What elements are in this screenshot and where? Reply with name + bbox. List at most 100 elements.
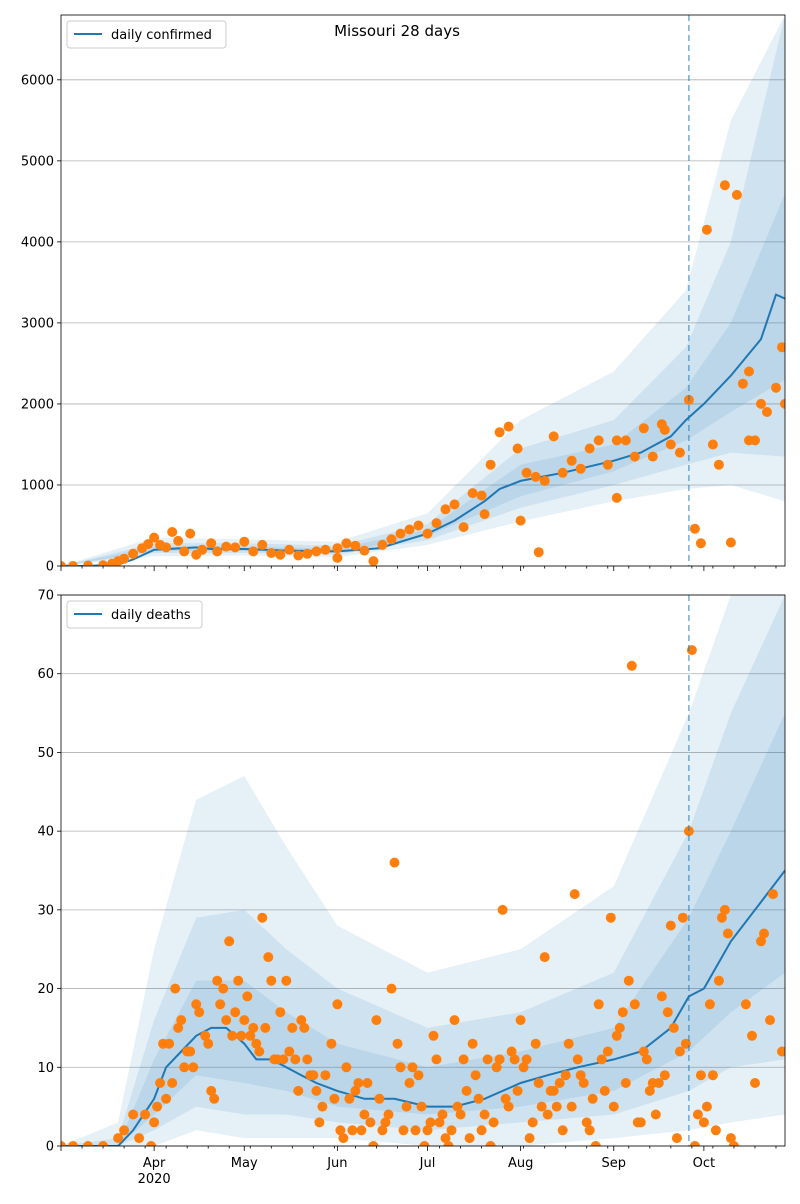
observed-point (756, 398, 766, 409)
observed-point (98, 1141, 109, 1146)
observed-point (401, 1101, 412, 1112)
observed-point (542, 1109, 553, 1120)
observed-point (530, 1038, 541, 1049)
observed-point (395, 1062, 406, 1073)
observed-point (482, 1054, 493, 1065)
confirmed-y-axis: 0 1000 2000 3000 4000 5000 6000 (21, 73, 61, 575)
x-tick-label: Jul (419, 1156, 436, 1171)
observed-point (503, 421, 514, 432)
observed-point (497, 904, 508, 915)
observed-point (359, 545, 370, 556)
observed-point (149, 532, 160, 543)
y-tick-label: 3000 (21, 316, 54, 331)
y-tick-label: 0 (46, 1140, 54, 1155)
observed-point (368, 1141, 379, 1146)
observed-point (584, 1125, 595, 1136)
observed-point (731, 189, 742, 200)
observed-point (455, 1109, 466, 1120)
observed-point (701, 1101, 712, 1112)
y-tick-label: 6000 (21, 73, 54, 88)
observed-point (338, 1133, 349, 1144)
observed-point (560, 1070, 571, 1081)
observed-point (197, 544, 208, 555)
observed-point (506, 1046, 517, 1057)
y-tick-label: 40 (37, 825, 54, 840)
y-tick-label: 1000 (21, 478, 54, 493)
observed-point (227, 1030, 238, 1041)
confirmed-x-ticks (60, 566, 777, 571)
observed-point (179, 1062, 190, 1073)
y-tick-label: 50 (37, 746, 54, 761)
observed-point (167, 1078, 178, 1088)
observed-point (557, 1125, 568, 1136)
observed-point (281, 975, 292, 986)
observed-point (68, 561, 78, 566)
observed-point (701, 224, 712, 235)
observed-point (458, 522, 469, 533)
observed-point (509, 1054, 520, 1065)
observed-point (335, 1125, 346, 1136)
observed-point (566, 1101, 577, 1112)
observed-point (179, 546, 190, 557)
observed-point (83, 1141, 93, 1146)
observed-point (623, 975, 634, 986)
observed-point (284, 1046, 295, 1057)
observed-point (61, 561, 66, 566)
observed-point (605, 912, 616, 923)
observed-point (584, 443, 595, 454)
observed-point (332, 543, 343, 554)
observed-point (485, 459, 496, 470)
observed-point (548, 1085, 559, 1096)
observed-point (614, 1022, 625, 1033)
observed-point (383, 1109, 394, 1120)
observed-point (239, 536, 250, 547)
observed-point (557, 467, 568, 478)
observed-point (308, 1070, 319, 1081)
x-tick-label: Jun (326, 1156, 347, 1171)
observed-point (380, 1117, 391, 1128)
observed-point (539, 475, 550, 486)
observed-point (398, 1125, 409, 1136)
observed-point (653, 1078, 664, 1088)
observed-point (206, 1085, 217, 1096)
observed-point (176, 1015, 187, 1026)
observed-point (218, 983, 229, 994)
observed-point (389, 857, 400, 868)
observed-point (344, 1093, 355, 1104)
confirmed-uncertainty-bands (61, 15, 785, 566)
observed-point (725, 1133, 736, 1144)
observed-point (236, 1030, 247, 1041)
observed-point (662, 1007, 673, 1018)
observed-point (500, 1093, 511, 1104)
observed-point (479, 1109, 490, 1120)
y-tick-label: 60 (37, 667, 54, 682)
observed-point (617, 1007, 628, 1018)
x-tick-label: May (231, 1156, 258, 1171)
uncertainty-band (61, 595, 785, 1146)
observed-point (665, 439, 676, 450)
observed-point (134, 1133, 145, 1144)
observed-point (224, 936, 235, 947)
observed-point (407, 1062, 418, 1073)
observed-point (326, 1038, 337, 1049)
observed-point (716, 912, 727, 923)
observed-point (416, 1101, 427, 1112)
observed-point (722, 928, 733, 939)
observed-point (410, 1125, 421, 1136)
observed-point (164, 1038, 175, 1049)
observed-point (143, 539, 154, 550)
observed-point (695, 538, 706, 549)
observed-point (320, 1070, 331, 1081)
observed-point (656, 991, 667, 1002)
observed-point (329, 1093, 340, 1104)
observed-point (668, 1022, 679, 1033)
observed-point (203, 1038, 214, 1049)
observed-point (404, 524, 415, 535)
y-tick-label: 30 (37, 903, 54, 918)
observed-point (548, 431, 559, 442)
observed-point (212, 546, 223, 557)
observed-point (260, 1022, 271, 1033)
observed-point (740, 999, 751, 1010)
observed-point (719, 904, 730, 915)
